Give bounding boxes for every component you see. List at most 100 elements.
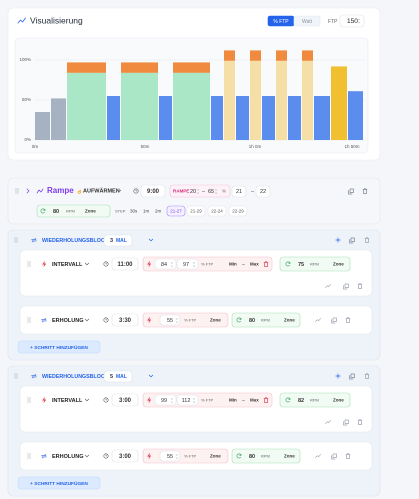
range-option[interactable] (166, 205, 186, 217)
power[interactable]: 55 (167, 454, 173, 460)
step-type[interactable]: ERHOLUNG (52, 318, 83, 324)
step-option[interactable]: 30s (130, 209, 138, 214)
spinner[interactable] (214, 189, 218, 194)
spinner[interactable] (175, 454, 179, 459)
copy-icon[interactable] (349, 188, 354, 193)
expand-icon[interactable] (26, 188, 30, 194)
duration-input[interactable] (111, 393, 139, 407)
cadence[interactable]: 80 (53, 209, 59, 215)
power-min[interactable]: 84 (161, 262, 167, 268)
range-label[interactable]: 21-29 (190, 209, 202, 214)
trash-icon[interactable] (364, 373, 370, 379)
add-step-label[interactable]: + SCHRITT HINZUFÜGEN (30, 344, 88, 351)
duration[interactable]: 3:00 (119, 398, 132, 404)
value[interactable]: 21 (236, 189, 242, 195)
duration-input[interactable] (111, 313, 139, 327)
input[interactable] (154, 394, 177, 406)
step-type[interactable]: INTERVALL (52, 398, 83, 404)
trend-icon[interactable] (325, 420, 331, 424)
copy-icon[interactable] (332, 453, 337, 458)
power-max[interactable]: 112 (182, 398, 191, 404)
plus-icon[interactable] (335, 237, 341, 243)
trend-icon[interactable] (315, 454, 321, 458)
duration-input[interactable] (140, 184, 166, 198)
toggle-option[interactable]: % FTP (273, 19, 289, 25)
range-option[interactable] (207, 205, 227, 217)
copy-icon[interactable] (332, 317, 337, 322)
spinner[interactable] (170, 398, 174, 403)
spinner[interactable] (196, 189, 200, 194)
step-type[interactable]: ERHOLUNG (52, 454, 83, 460)
trend-icon[interactable] (315, 318, 321, 322)
trash-icon[interactable] (362, 188, 368, 194)
step-type[interactable]: INTERVALL (52, 262, 83, 268)
cadence[interactable]: 80 (249, 454, 255, 460)
cadence[interactable]: 82 (298, 398, 304, 404)
input[interactable] (231, 185, 247, 198)
trash-icon[interactable] (364, 237, 370, 243)
spinner[interactable] (357, 18, 361, 24)
range-label[interactable]: 22-24 (211, 209, 223, 214)
chevron-icon[interactable] (84, 454, 90, 458)
duration-input[interactable] (111, 257, 139, 271)
power-min[interactable]: 99 (161, 398, 167, 404)
trash-icon[interactable] (345, 453, 351, 459)
add-step-label[interactable]: + SCHRITT HINZUFÜGEN (30, 480, 88, 487)
cadence[interactable]: 75 (298, 262, 304, 268)
copy-icon[interactable] (344, 419, 349, 424)
spinner[interactable] (192, 398, 196, 403)
chevron-icon[interactable] (148, 238, 154, 242)
value[interactable]: 22 (260, 189, 266, 195)
trash-icon[interactable] (357, 283, 363, 289)
copy-icon[interactable] (344, 283, 349, 288)
power-to[interactable]: 65 (208, 189, 214, 195)
repeat-count[interactable]: 3 (110, 238, 113, 244)
cadence[interactable]: 80 (249, 318, 255, 324)
repeat-select[interactable] (103, 234, 133, 247)
range-option[interactable] (228, 205, 248, 217)
range-option[interactable] (186, 205, 206, 217)
toggle-inactive[interactable] (293, 15, 321, 27)
repeat-count[interactable]: 5 (110, 374, 113, 380)
step-option[interactable]: 1m (143, 209, 150, 214)
input[interactable] (154, 258, 177, 270)
input[interactable] (159, 314, 181, 326)
category-select[interactable]: AUFWÄRMEN (83, 187, 120, 194)
duration[interactable]: 11:00 (117, 262, 133, 268)
range-label[interactable]: 21-27 (170, 209, 182, 214)
chevron-icon[interactable] (116, 189, 122, 193)
chevron-icon[interactable] (148, 374, 154, 378)
repeat-select[interactable] (103, 370, 133, 383)
plus-icon[interactable] (335, 373, 341, 379)
copy-icon[interactable] (350, 237, 355, 242)
duration[interactable]: 9:00 (147, 189, 160, 195)
chevron-icon[interactable] (84, 318, 90, 322)
copy-icon[interactable] (350, 373, 355, 378)
range-label[interactable]: 22-29 (232, 209, 244, 214)
power[interactable]: 55 (167, 318, 173, 324)
power-max[interactable]: 97 (183, 262, 189, 268)
trend-icon[interactable] (325, 284, 331, 288)
ftp-value[interactable]: 150 (347, 18, 358, 25)
step-option[interactable]: 2m (155, 209, 162, 214)
trash-icon[interactable] (345, 317, 351, 323)
add-step-button[interactable] (17, 340, 101, 354)
trash-icon[interactable] (357, 419, 363, 425)
spinner[interactable] (175, 318, 179, 323)
chevron-icon[interactable] (84, 398, 90, 402)
toggle-option[interactable]: Watt (302, 19, 313, 25)
spinner[interactable] (170, 262, 174, 267)
ftp-input[interactable] (339, 14, 365, 28)
input[interactable] (255, 185, 271, 198)
trash-icon[interactable] (263, 261, 269, 267)
input[interactable] (176, 258, 199, 270)
duration-input[interactable] (111, 449, 139, 463)
trash-icon[interactable] (263, 397, 269, 403)
input[interactable] (159, 450, 181, 462)
power-from[interactable]: 20 (190, 189, 196, 195)
duration[interactable]: 3:00 (119, 454, 132, 460)
spinner[interactable] (192, 262, 196, 267)
duration[interactable]: 3:30 (119, 318, 132, 324)
add-step-button[interactable] (17, 476, 101, 490)
input[interactable] (176, 394, 199, 406)
